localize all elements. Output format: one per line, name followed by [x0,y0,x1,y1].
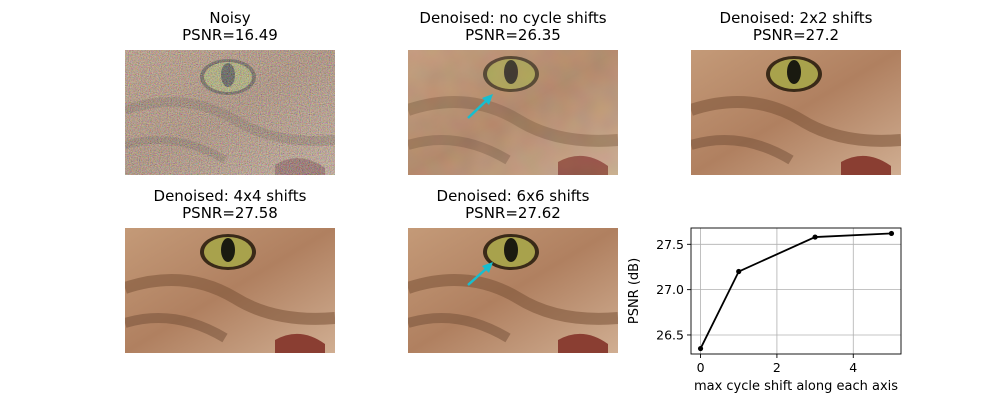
y-tick-label: 27.5 [656,237,684,252]
panel-psnr: PSNR=27.62 [465,204,561,222]
panel-caption: Denoised: 6x6 shifts [436,187,590,205]
plot-frame [690,227,902,355]
denoised-6x6-image [408,228,618,353]
panel-title: Denoised: no cycle shifts PSNR=26.35 [368,10,658,44]
panel-psnr: PSNR=26.35 [465,26,561,44]
data-point [697,345,704,352]
panel-caption: Denoised: 4x4 shifts [153,187,307,205]
panel-psnr: PSNR=16.49 [182,26,278,44]
panel-title: Denoised: 6x6 shifts PSNR=27.62 [368,188,658,222]
panel-title: Denoised: 2x2 shifts PSNR=27.2 [651,10,941,44]
panel-caption: Noisy [209,9,251,27]
denoised-2x2-image [691,50,901,175]
y-tick-label: 26.5 [656,327,684,342]
data-point [888,230,895,237]
y-tick-label: 27.0 [656,282,684,297]
data-point [812,234,818,240]
series-line [699,232,892,349]
noisy-cat-image [125,50,335,175]
panel-title: Denoised: 4x4 shifts PSNR=27.58 [85,188,375,222]
y-axis-label: PSNR (dB) [627,258,642,324]
psnr-line-chart: 0 2 4 26.5 27.0 27.5 max cycle shift along eac… [620,218,950,400]
denoised-no-shift-image [408,50,618,175]
panel-caption: Denoised: no cycle shifts [419,9,607,27]
panel-psnr: PSNR=27.2 [752,26,840,44]
panel-caption: Denoised: 2x2 shifts [719,9,873,27]
x-axis-label: max cycle shift along each axis [694,379,898,394]
data-point [736,268,742,275]
panel-psnr: PSNR=27.58 [182,204,278,222]
x-tick-label: 0 [697,360,705,375]
panel-title: Noisy PSNR=16.49 [85,10,375,44]
arrow-annotation [467,262,493,286]
denoised-4x4-image [125,228,335,353]
chart-svg: 0 2 4 26.5 27.0 27.5 max cycle shift along eac… [627,227,902,394]
arrow-annotation [467,94,493,119]
x-tick-label: 4 [849,360,857,375]
x-tick-label: 2 [773,360,781,375]
